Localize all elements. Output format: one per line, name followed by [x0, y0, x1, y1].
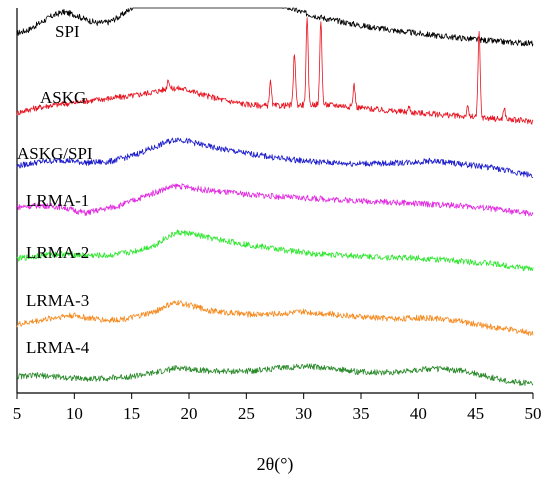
x-tick-label-40: 40: [410, 404, 427, 423]
trace-lrma-4: [16, 363, 534, 387]
series-label-spi: SPI: [55, 22, 80, 41]
x-tick-label-15: 15: [123, 404, 140, 423]
series-label-lrma-4: LRMA-4: [26, 338, 90, 357]
x-tick-label-50: 50: [525, 404, 542, 423]
x-axis-label: 2θ(°): [257, 454, 294, 475]
x-ticks: 5 10 15 20 25 30 35 40 45 50: [13, 393, 542, 423]
trace-spi: [16, 7, 534, 47]
trace-lrma-3: [16, 299, 534, 336]
x-tick-label-5: 5: [13, 404, 22, 423]
series-label-lrma-1: LRMA-1: [26, 191, 89, 210]
x-tick-label-10: 10: [66, 404, 83, 423]
trace-askg-spi: [16, 137, 534, 179]
x-tick-label-35: 35: [353, 404, 370, 423]
x-tick-label-25: 25: [238, 404, 255, 423]
x-tick-label-20: 20: [181, 404, 198, 423]
series-labels: SPI ASKG ASKG/SPI LRMA-1 LRMA-2 LRMA-3 LRMA-4: [17, 22, 93, 357]
trace-lrma-1: [16, 183, 534, 217]
series-label-lrma-2: LRMA-2: [26, 243, 89, 262]
series-label-lrma-3: LRMA-3: [26, 291, 89, 310]
trace-askg: [16, 17, 534, 125]
traces-layer: [16, 7, 534, 387]
plot-frame: [16, 8, 533, 394]
x-tick-label-30: 30: [295, 404, 312, 423]
x-tick-label-45: 45: [467, 404, 484, 423]
series-label-askg: ASKG: [40, 88, 86, 107]
series-label-askg-spi: ASKG/SPI: [17, 144, 93, 163]
trace-lrma-2: [16, 229, 534, 272]
